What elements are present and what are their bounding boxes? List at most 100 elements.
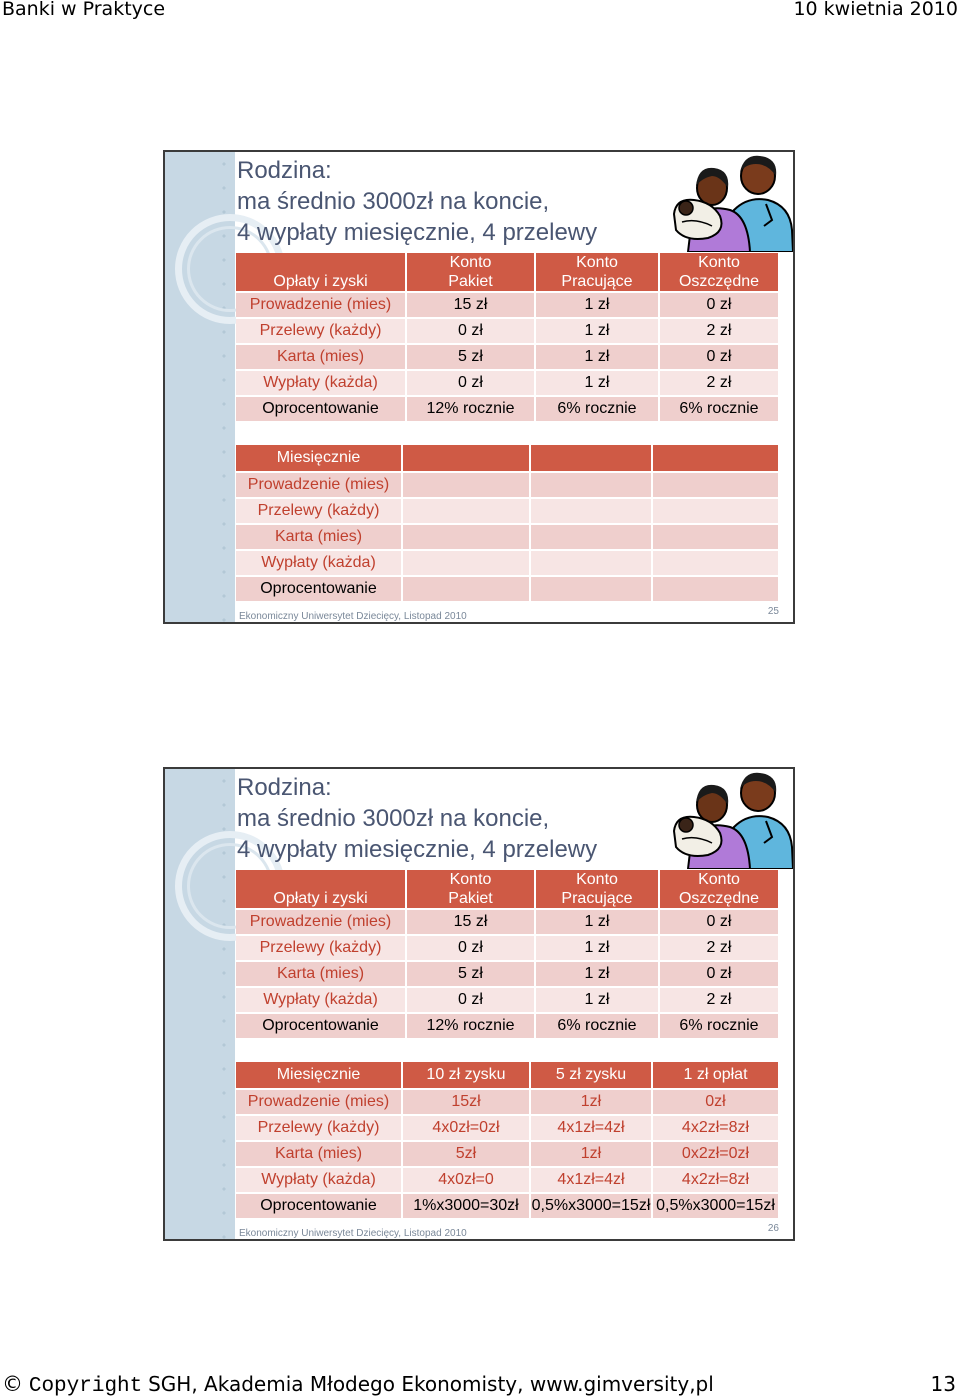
- cell: [653, 525, 780, 551]
- cell: [531, 551, 653, 577]
- cell: [403, 551, 531, 577]
- header-cell: [531, 445, 653, 473]
- row-label: Oprocentowanie: [236, 577, 403, 603]
- cell: 0 zł: [407, 371, 536, 397]
- cell: [531, 473, 653, 499]
- row-label: Karta (mies): [236, 525, 403, 551]
- row-label: Przelewy (każdy): [236, 499, 403, 525]
- cell: 5zł: [403, 1142, 531, 1168]
- cell: 0x2zł=0zł: [653, 1142, 780, 1168]
- cell: 1zł: [531, 1142, 653, 1168]
- row-label: Prowadzenie (mies): [236, 1090, 403, 1116]
- row-label: Przelewy (każdy): [236, 1116, 403, 1142]
- header-cell: 5 zł zysku: [531, 1062, 653, 1090]
- table-row: Karta (mies): [236, 525, 780, 551]
- row-label: Wypłaty (każda): [236, 371, 407, 397]
- table-row: Oprocentowanie 1%x3000=30zł 0,5%x3000=15…: [236, 1194, 780, 1220]
- table-row: Prowadzenie (mies) 15zł 1zł 0zł: [236, 1090, 780, 1116]
- monthly-table: Miesięcznie Prowadzenie (mies) Przelewy …: [236, 445, 780, 603]
- cell: 0 zł: [660, 910, 780, 936]
- cell: 4x2zł=8zł: [653, 1168, 780, 1194]
- cell: 0,5%x3000=15zł: [653, 1194, 780, 1220]
- slide-title: Rodzina: ma średnio 3000zł na koncie, 4 …: [237, 774, 598, 863]
- table-row: Prowadzenie (mies): [236, 473, 780, 499]
- slide-footer: Ekonomiczny Uniwersytet Dziecięcy, Listo…: [239, 611, 467, 622]
- cell: 4x0zł=0zł: [403, 1116, 531, 1142]
- cell: 1 zł: [536, 293, 660, 319]
- header-cell: 10 zł zysku: [403, 1062, 531, 1090]
- slide-25: Rodzina: ma średnio 3000zł na koncie, 4 …: [163, 150, 795, 624]
- table-row: Wypłaty (każda) 0 zł 1 zł 2 zł: [236, 371, 780, 397]
- header-cell: Opłaty i zyski: [236, 870, 407, 910]
- cell: 1%x3000=30zł: [403, 1194, 531, 1220]
- cell: 4x1zł=4zł: [531, 1168, 653, 1194]
- table-row: Oprocentowanie 12% rocznie 6% rocznie 6%…: [236, 397, 780, 423]
- cell: 4x0zł=0: [403, 1168, 531, 1194]
- header-cell: 1 zł opłat: [653, 1062, 780, 1090]
- cell: [653, 551, 780, 577]
- cell: 1 zł: [536, 962, 660, 988]
- monthly-table: Miesięcznie 10 zł zysku 5 zł zysku 1 zł …: [236, 1062, 780, 1220]
- row-label: Prowadzenie (mies): [236, 473, 403, 499]
- cell: 1 zł: [536, 319, 660, 345]
- header-cell: Miesięcznie: [236, 1062, 403, 1090]
- cell: [653, 473, 780, 499]
- table-row: Przelewy (każdy): [236, 499, 780, 525]
- slide-number: 26: [767, 1223, 779, 1234]
- cell: 1 zł: [536, 371, 660, 397]
- row-label: Przelewy (każdy): [236, 319, 407, 345]
- cell: [653, 499, 780, 525]
- table-header-row: Opłaty i zyski Konto Pakiet Konto Pracuj…: [236, 253, 780, 293]
- cell: 2 zł: [660, 319, 780, 345]
- table-row: Przelewy (każdy) 0 zł 1 zł 2 zł: [236, 936, 780, 962]
- table-header-row: Miesięcznie 10 zł zysku 5 zł zysku 1 zł …: [236, 1062, 780, 1090]
- table-row: Wypłaty (każda) 0 zł 1 zł 2 zł: [236, 988, 780, 1014]
- cell: [403, 577, 531, 603]
- header-date: 10 kwietnia 2010: [793, 0, 958, 20]
- table-row: Oprocentowanie: [236, 577, 780, 603]
- slide-decoration: [165, 152, 285, 622]
- table-row: Karta (mies) 5 zł 1 zł 0 zł: [236, 962, 780, 988]
- cell: 2 zł: [660, 371, 780, 397]
- slide-decoration: [165, 769, 285, 1239]
- table-row: Wypłaty (każda): [236, 551, 780, 577]
- table-row: Wypłaty (każda) 4x0zł=0 4x1zł=4zł 4x2zł=…: [236, 1168, 780, 1194]
- header-cell: Konto Oszczędne: [660, 253, 780, 293]
- cell: [531, 499, 653, 525]
- cell: 1 zł: [536, 345, 660, 371]
- header-cell: Konto Oszczędne: [660, 870, 780, 910]
- row-label: Karta (mies): [236, 962, 407, 988]
- cell: 0 zł: [660, 293, 780, 319]
- header-cell: [403, 445, 531, 473]
- cell: 5 zł: [407, 962, 536, 988]
- family-clipart-icon: [672, 155, 793, 252]
- row-label: Przelewy (każdy): [236, 936, 407, 962]
- cell: 0,5%x3000=15zł: [531, 1194, 653, 1220]
- table-row: Karta (mies) 5 zł 1 zł 0 zł: [236, 345, 780, 371]
- cell: 15 zł: [407, 293, 536, 319]
- document-header: Banki w Praktyce 10 kwietnia 2010: [0, 0, 960, 22]
- document-footer: © Copyright SGH, Akademia Młodego Ekonom…: [0, 1372, 960, 1399]
- row-label: Prowadzenie (mies): [236, 293, 407, 319]
- cell: 4x2zł=8zł: [653, 1116, 780, 1142]
- table-header-row: Miesięcznie: [236, 445, 780, 473]
- slide-number: 25: [767, 606, 779, 617]
- cell: 0 zł: [407, 988, 536, 1014]
- cell: 15 zł: [407, 910, 536, 936]
- family-clipart-icon: [672, 772, 793, 869]
- cell: 0 zł: [660, 345, 780, 371]
- header-cell: Konto Pracujące: [536, 253, 660, 293]
- table-row: Prowadzenie (mies) 15 zł 1 zł 0 zł: [236, 910, 780, 936]
- cell: 6% rocznie: [536, 1014, 660, 1040]
- cell: [403, 525, 531, 551]
- cell: 0 zł: [660, 962, 780, 988]
- header-cell: Miesięcznie: [236, 445, 403, 473]
- header-title: Banki w Praktyce: [2, 0, 166, 20]
- header-cell: Konto Pakiet: [407, 870, 536, 910]
- cell: 6% rocznie: [660, 397, 780, 423]
- cell: 1 zł: [536, 988, 660, 1014]
- cell: 12% rocznie: [407, 397, 536, 423]
- table-row: Przelewy (każdy) 0 zł 1 zł 2 zł: [236, 319, 780, 345]
- slide-title: Rodzina: ma średnio 3000zł na koncie, 4 …: [237, 157, 598, 246]
- cell: 15zł: [403, 1090, 531, 1116]
